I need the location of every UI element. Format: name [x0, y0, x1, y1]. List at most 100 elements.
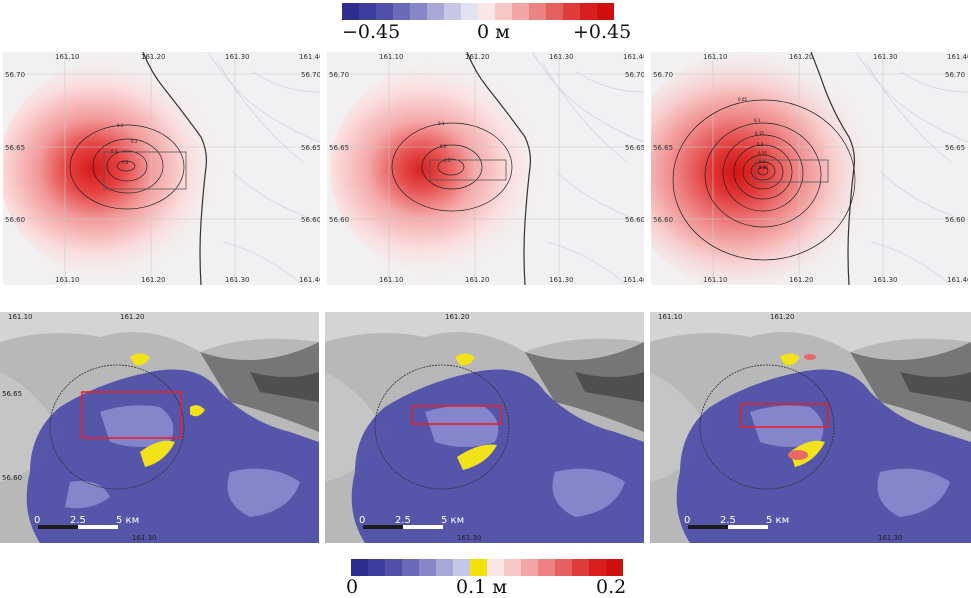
lon-tick-label: 161.20	[465, 53, 490, 61]
contour-label: 0.35	[759, 165, 768, 170]
colorbar-cell	[427, 3, 444, 20]
scale-label: 2.5	[395, 515, 411, 526]
contour-label: 0.1	[117, 123, 124, 128]
coastline	[810, 52, 856, 285]
graticule	[327, 52, 644, 285]
colorbar-cell	[461, 3, 478, 20]
lat-tick-label: 56.60	[945, 216, 965, 224]
observation-panel-1: 0 2.5 5 км 161.10 161.20 161.30 56.65 56…	[0, 312, 319, 543]
model-panel-3: 0.05 0.1 0.15 0.2 0.25 0.3 0.35 161.10 1…	[651, 52, 968, 285]
contour-lines	[672, 99, 856, 261]
lat-tick-label: 56.70	[301, 71, 320, 79]
lat-tick-label: 56.70	[653, 71, 673, 79]
colorbar-cell	[487, 559, 504, 576]
lat-tick-label: 56.65	[945, 144, 965, 152]
displacement-light-blue	[65, 405, 300, 517]
lon-tick-label: 161.10	[8, 313, 33, 321]
displacement-red	[788, 354, 816, 460]
lat-tick-label: 56.70	[329, 71, 349, 79]
contour-label: 0.15	[755, 131, 764, 136]
graticule	[3, 52, 320, 285]
graticule	[651, 52, 968, 285]
top-colorbar	[342, 3, 614, 20]
colorbar-cell	[393, 3, 410, 20]
model-panel-1: 0.1 0.2 0.3 0.4 161.10 161.20 161.30 161…	[3, 52, 320, 285]
colorbar-cell	[521, 559, 538, 576]
lon-tick-label: 161.30	[549, 276, 574, 284]
colorbar-cell	[453, 559, 470, 576]
coastline	[142, 52, 208, 285]
scale-bar: 0 2.5 5 км	[34, 515, 139, 529]
lon-tick-label: 161.20	[120, 313, 145, 321]
colorbar-cell	[529, 3, 546, 20]
lat-tick-label: 56.70	[945, 71, 965, 79]
source-rectangle	[754, 159, 829, 183]
lat-tick-label: 56.70	[5, 71, 25, 79]
contour-lines	[391, 122, 513, 212]
colorbar-cell	[436, 559, 453, 576]
lat-tick-label: 56.70	[625, 71, 644, 79]
scale-bar: 0 2.5 5 км	[684, 515, 789, 529]
top-colorbar-min-label: −0.45	[342, 21, 401, 43]
source-rectangle	[429, 159, 507, 181]
lon-tick-label: 161.20	[789, 53, 814, 61]
reference-circle	[699, 364, 835, 490]
colorbar-cell	[606, 559, 623, 576]
lon-tick-label: 161.10	[703, 276, 728, 284]
source-rectangle	[411, 405, 502, 425]
contour-label: 0.2	[757, 142, 764, 147]
lon-tick-label: 161.40	[947, 276, 968, 284]
relief-shading	[855, 52, 968, 285]
reference-circle	[49, 364, 185, 490]
lon-tick-label: 161.20	[445, 313, 470, 321]
lat-tick-label: 56.65	[329, 144, 349, 152]
colorbar-cell	[555, 559, 572, 576]
colorbar-cell	[444, 3, 461, 20]
lon-tick-label: 161.20	[770, 313, 795, 321]
bottom-colorbar-min-label: 0	[346, 576, 359, 598]
source-rectangle	[740, 403, 829, 428]
displacement-light-blue	[750, 405, 950, 517]
lat-tick-label: 56.60	[329, 216, 349, 224]
scale-label: 5 км	[441, 515, 464, 526]
observation-panel-3: 0 2.5 5 км 161.10 161.20 161.30	[650, 312, 971, 543]
scale-label: 2.5	[720, 515, 736, 526]
colorbar-cell	[419, 559, 436, 576]
colorbar-cell	[538, 559, 555, 576]
lat-tick-label: 56.60	[5, 216, 25, 224]
colorbar-cell	[589, 559, 606, 576]
lon-tick-label: 161.10	[703, 53, 728, 61]
reference-circle	[374, 364, 510, 490]
colorbar-cell	[410, 3, 427, 20]
top-colorbar-mid-label: 0 м	[477, 21, 510, 43]
lon-tick-label: 161.10	[55, 276, 80, 284]
lon-tick-label: 161.40	[299, 53, 320, 61]
lon-tick-label: 161.40	[299, 276, 320, 284]
lon-tick-label: 161.40	[947, 53, 968, 61]
colorbar-cell	[342, 3, 359, 20]
colorbar-cell	[385, 559, 402, 576]
lon-tick-label: 161.10	[379, 276, 404, 284]
scale-bar: 0 2.5 5 км	[359, 515, 464, 529]
scale-label: 0	[34, 515, 40, 526]
lat-tick-label: 56.65	[2, 390, 22, 398]
lon-tick-label: 161.30	[873, 53, 898, 61]
colorbar-cell	[368, 559, 385, 576]
contour-label: 0.3	[444, 158, 451, 163]
contour-label: 0.25	[758, 151, 767, 156]
colorbar-cell	[572, 559, 589, 576]
contour-lines	[69, 124, 185, 210]
contour-label: 0.1	[438, 121, 445, 126]
lon-tick-label: 161.30	[457, 534, 482, 542]
lon-tick-label: 161.10	[658, 313, 683, 321]
bottom-colorbar	[351, 559, 623, 576]
bottom-colorbar-max-label: 0.2	[596, 576, 627, 598]
lon-tick-label: 161.20	[789, 276, 814, 284]
colorbar-cell	[546, 3, 563, 20]
lon-tick-label: 161.20	[141, 53, 166, 61]
lat-tick-label: 56.65	[653, 144, 673, 152]
lat-tick-label: 56.60	[301, 216, 320, 224]
colorbar-cell	[359, 3, 376, 20]
colorbar-cell	[563, 3, 580, 20]
colorbar-cell	[597, 3, 614, 20]
